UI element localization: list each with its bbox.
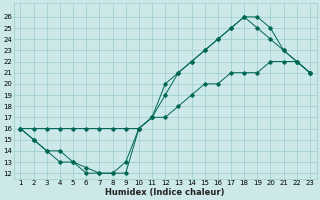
X-axis label: Humidex (Indice chaleur): Humidex (Indice chaleur) [106, 188, 225, 197]
